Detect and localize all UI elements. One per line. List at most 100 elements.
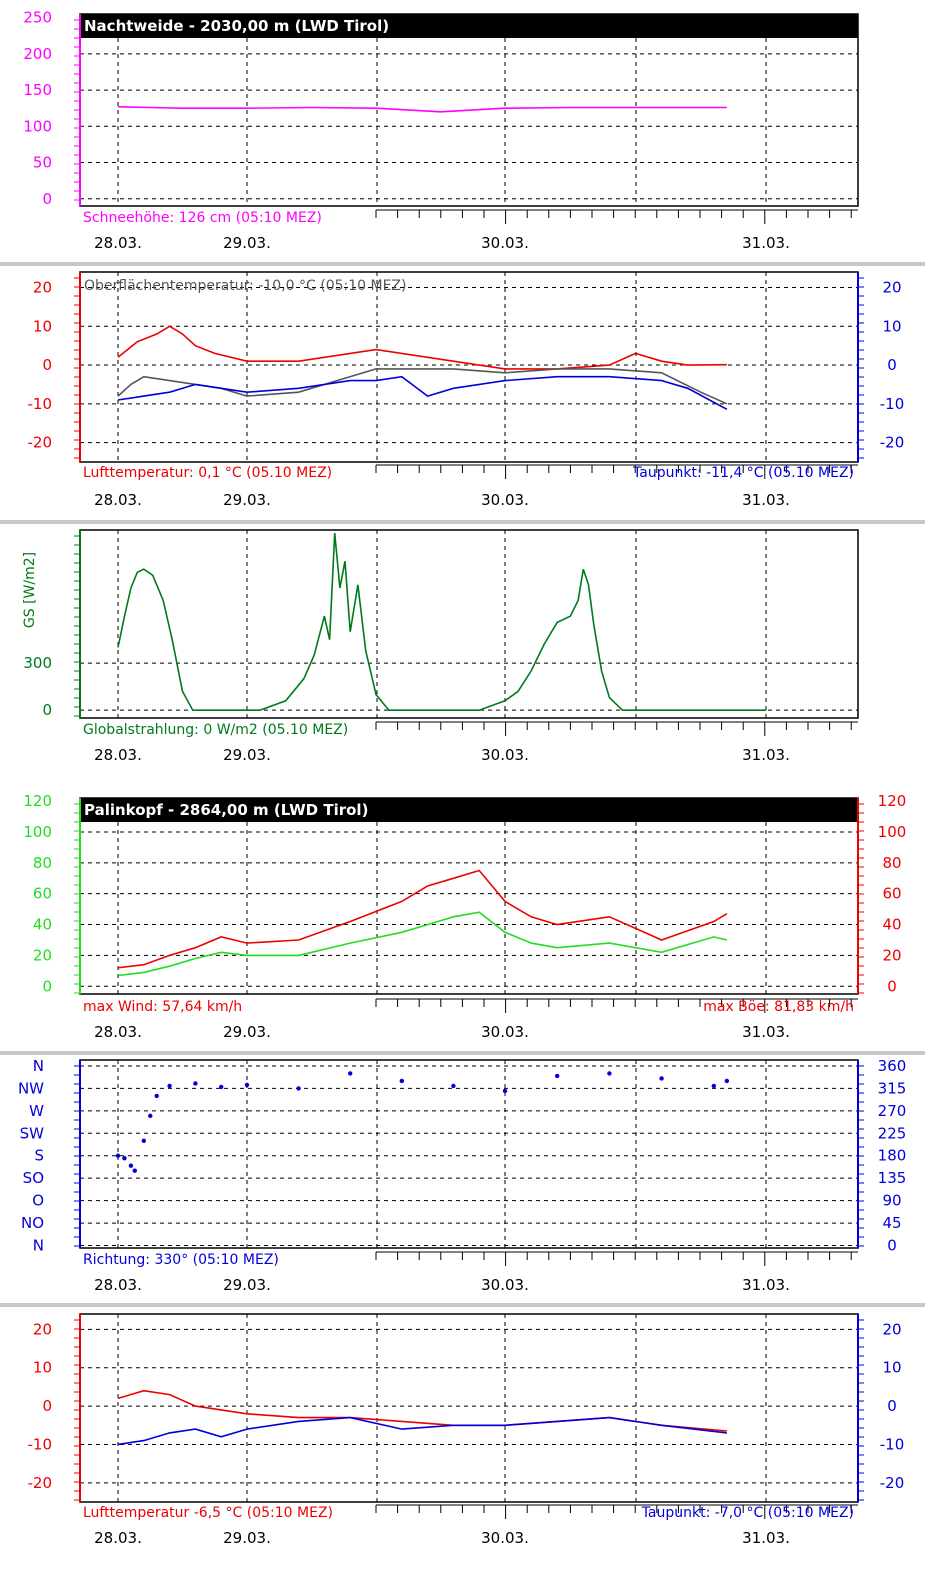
right-y-tick-label: 10 bbox=[882, 1359, 901, 1377]
right-y-tick-label: 60 bbox=[882, 885, 901, 903]
data-point bbox=[167, 1083, 172, 1089]
data-point bbox=[659, 1076, 664, 1081]
y-tick-label: SO bbox=[23, 1169, 44, 1187]
x-date-label: 28.03. bbox=[94, 746, 142, 764]
data-point bbox=[219, 1084, 224, 1090]
x-date-label: 29.03. bbox=[223, 1023, 271, 1041]
right-y-tick-label: 120 bbox=[878, 792, 907, 810]
y-tick-label: 50 bbox=[33, 154, 52, 172]
x-date-label: 31.03. bbox=[742, 1276, 790, 1294]
series-line-red bbox=[117, 325, 727, 370]
y-tick-label: 0 bbox=[42, 701, 52, 719]
x-date-label: 30.03. bbox=[481, 1023, 529, 1041]
right-y-tick-label: 20 bbox=[882, 946, 901, 964]
y-tick-label: 250 bbox=[23, 9, 52, 27]
y-tick-label: 40 bbox=[33, 916, 52, 934]
right-y-tick-label: 20 bbox=[882, 1320, 901, 1338]
x-date-label: 29.03. bbox=[223, 1276, 271, 1294]
series-line-gray bbox=[117, 368, 728, 405]
right-y-tick-label: 20 bbox=[882, 279, 901, 297]
data-point bbox=[451, 1083, 456, 1089]
data-point bbox=[122, 1156, 127, 1161]
bottom-left-label: Globalstrahlung: 0 W/m2 (05.10 MEZ) bbox=[83, 722, 348, 738]
right-y-tick-label: -20 bbox=[880, 1474, 905, 1492]
x-date-label: 28.03. bbox=[94, 1023, 142, 1041]
plot-frame bbox=[79, 1313, 859, 1503]
x-date-label: 30.03. bbox=[481, 746, 529, 764]
x-date-label: 29.03. bbox=[223, 746, 271, 764]
y-tick-label: -10 bbox=[28, 395, 53, 413]
panel-temp1: -20 -10 0 10 20 -20 -10 0 10 20 Oberflächentempera… bbox=[0, 271, 925, 524]
x-date-label: 28.03. bbox=[94, 234, 142, 252]
right-y-tick-label: 315 bbox=[878, 1079, 907, 1097]
y-tick-label: 20 bbox=[33, 279, 52, 297]
title-bar bbox=[80, 14, 858, 38]
y-tick-label: 80 bbox=[33, 854, 52, 872]
panel-radiation: 0 300 GS [W/m2] Globalstrahlung: 0 W/m2 (05… bbox=[22, 529, 859, 764]
chart-title: Palinkopf - 2864,00 m (LWD Tirol) bbox=[84, 801, 368, 819]
data-point bbox=[711, 1083, 716, 1089]
right-y-tick-label: -10 bbox=[880, 395, 905, 413]
series-line-blue bbox=[117, 375, 728, 411]
y-tick-label: 0 bbox=[42, 1397, 52, 1415]
right-y-tick-label: 180 bbox=[878, 1147, 907, 1165]
plot-frame bbox=[79, 797, 859, 995]
right-y-tick-label: 360 bbox=[878, 1057, 907, 1075]
y-tick-label: -10 bbox=[28, 1435, 53, 1453]
data-point bbox=[296, 1086, 301, 1091]
y-tick-label: 150 bbox=[23, 81, 52, 99]
plot-frame bbox=[79, 529, 859, 719]
data-point bbox=[607, 1071, 612, 1076]
data-point bbox=[154, 1093, 159, 1099]
x-date-label: 31.03. bbox=[742, 491, 790, 509]
plot-frame bbox=[79, 1059, 859, 1249]
right-y-tick-label: 0 bbox=[887, 1237, 897, 1255]
right-y-tick-label: 80 bbox=[882, 854, 901, 872]
y-tick-label: 100 bbox=[23, 117, 52, 135]
y-tick-label: NW bbox=[18, 1079, 44, 1097]
right-y-tick-label: 100 bbox=[878, 823, 907, 841]
y-tick-label: 0 bbox=[42, 190, 52, 208]
x-date-label: 31.03. bbox=[742, 1023, 790, 1041]
x-date-label: 30.03. bbox=[481, 491, 529, 509]
y-tick-label: 20 bbox=[33, 1320, 52, 1338]
data-point bbox=[244, 1082, 250, 1088]
x-date-label: 30.03. bbox=[481, 234, 529, 252]
y-axis-label: GS [W/m2] bbox=[22, 552, 38, 628]
bottom-left-label: Schneehöhe: 126 cm (05:10 MEZ) bbox=[83, 210, 322, 226]
panel-snow: Nachtweide - 2030,00 m (LWD Tirol) 0 50 100… bbox=[0, 9, 925, 266]
series-line-red bbox=[117, 869, 728, 969]
x-date-label: 29.03. bbox=[223, 1529, 271, 1547]
series-line-blue bbox=[117, 1416, 727, 1446]
panel-temp2: -20 -10 0 10 20 -20 -10 0 10 20 Lufttemperatur -6,… bbox=[28, 1313, 905, 1547]
y-tick-label: 10 bbox=[33, 317, 52, 335]
x-date-label: 30.03. bbox=[481, 1529, 529, 1547]
plot-frame bbox=[79, 271, 859, 463]
data-point bbox=[193, 1081, 198, 1086]
right-y-tick-label: 0 bbox=[887, 356, 897, 374]
data-point bbox=[128, 1163, 134, 1168]
bottom-right-label: Taupunkt: -7,0 °C (05:10 MEZ) bbox=[641, 1505, 854, 1521]
right-y-tick-label: 10 bbox=[882, 317, 901, 335]
bottom-left-label: Lufttemperatur: 0,1 °C (05.10 MEZ) bbox=[83, 465, 332, 481]
y-tick-label: S bbox=[34, 1147, 44, 1165]
data-point bbox=[115, 1153, 121, 1158]
bottom-left-label: Lufttemperatur -6,5 °C (05:10 MEZ) bbox=[83, 1505, 333, 1521]
right-y-tick-label: 270 bbox=[878, 1102, 907, 1120]
data-point bbox=[141, 1138, 146, 1143]
y-tick-label: 60 bbox=[33, 885, 52, 903]
y-tick-label: 120 bbox=[23, 792, 52, 810]
x-date-label: 31.03. bbox=[742, 746, 790, 764]
right-y-tick-label: 225 bbox=[878, 1124, 907, 1142]
y-tick-label: NO bbox=[21, 1214, 44, 1232]
right-y-tick-label: 135 bbox=[878, 1169, 907, 1187]
data-point bbox=[502, 1088, 508, 1094]
right-y-tick-label: 40 bbox=[882, 916, 901, 934]
x-date-label: 29.03. bbox=[223, 491, 271, 509]
x-date-label: 28.03. bbox=[94, 491, 142, 509]
y-tick-label: 200 bbox=[23, 45, 52, 63]
y-tick-label: 10 bbox=[33, 1359, 52, 1377]
y-tick-label: 300 bbox=[23, 654, 52, 672]
panel-wind: Palinkopf - 2864,00 m (LWD Tirol) 0 20 40 60… bbox=[0, 792, 925, 1055]
